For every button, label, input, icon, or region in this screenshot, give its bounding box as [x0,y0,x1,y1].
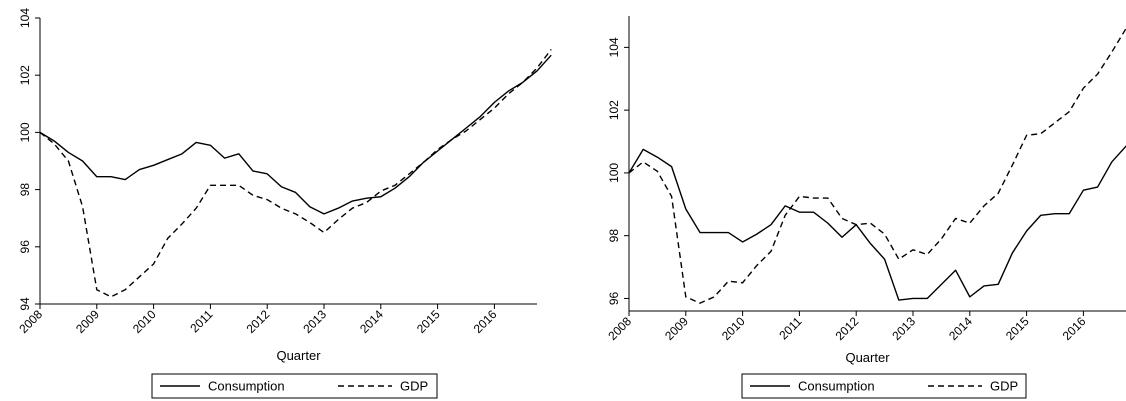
legend-label-gdp: GDP [990,379,1018,394]
y-tick-label: 100 [18,122,32,142]
y-tick-label: 102 [18,65,32,85]
x-tick-label: 2009 [73,307,102,336]
y-tick-label: 104 [607,37,621,57]
x-tick-label: 2009 [662,314,691,343]
x-tick-label: 2012 [833,314,862,343]
legend-label-gdp: GDP [400,379,428,394]
x-tick-label: 2008 [605,314,634,343]
y-tick-label: 100 [607,163,621,183]
y-tick-label: 98 [18,183,32,197]
series-line-consumption [39,54,552,215]
legend-label-consumption: Consumption [208,379,285,394]
x-tick-label: 2011 [776,314,804,342]
y-tick-label: 94 [18,297,32,311]
y-tick-label: 102 [607,100,621,120]
x-axis-title: Quarter [845,350,890,365]
x-tick-label: 2016 [1060,314,1089,343]
legend-label-consumption: Consumption [798,379,875,394]
series-line-gdp [39,49,552,298]
x-tick-label: 2010 [719,314,748,343]
x-tick-label: 2014 [946,314,975,343]
y-tick-label: 104 [18,8,32,28]
y-tick-label: 96 [18,240,32,254]
x-tick-label: 2012 [244,307,273,336]
x-tick-label: 2015 [414,307,443,336]
y-tick-label: 96 [607,291,621,305]
x-tick-label: 2010 [130,307,159,336]
series-line-gdp [628,27,1126,304]
y-tick-label: 98 [607,229,621,243]
x-tick-label: 2013 [889,314,918,343]
series-line-consumption [628,145,1126,301]
x-tick-label: 2011 [187,307,215,335]
right-chart-panel: 96 98 100 102 104 2008 2009 2010 2011 2012 2013 201… [605,16,1126,399]
x-tick-label: 2014 [357,307,386,336]
x-axis-title: Quarter [276,348,321,363]
x-tick-label: 2016 [471,307,500,336]
x-tick-label: 2015 [1003,314,1032,343]
x-tick-label: 2013 [300,307,329,336]
